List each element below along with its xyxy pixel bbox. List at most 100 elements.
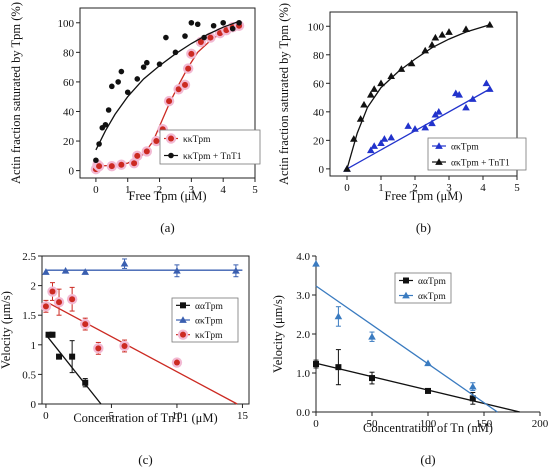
y-tick-label: 4.0 xyxy=(296,251,310,263)
series-0 xyxy=(313,349,520,413)
legend-item: κκTpm + TnT1 xyxy=(164,152,242,162)
chart-panel-b: 0 1 2 3 4 5 0 20 40 60 80 100 Free Tpm (μM) Actin fra… xyxy=(277,3,527,235)
data-point xyxy=(236,19,242,26)
x-axis-title: Free Tpm (μM) xyxy=(385,189,463,203)
data-point xyxy=(435,142,443,149)
data-point xyxy=(56,353,63,360)
y-tick-label: 0 xyxy=(69,166,75,178)
plot-frame xyxy=(41,255,250,405)
data-point xyxy=(445,28,453,35)
data-point xyxy=(140,64,147,70)
y-tick-label: 2.0 xyxy=(296,329,310,341)
panel-label: (a) xyxy=(160,220,174,235)
y-tick-label: 1 xyxy=(31,340,37,352)
data-point xyxy=(368,332,376,340)
x-tick-label: 1 xyxy=(378,182,384,194)
data-point xyxy=(486,21,494,28)
data-point xyxy=(96,141,102,147)
series-1 xyxy=(42,258,243,278)
legend-item: ααTpm xyxy=(399,277,447,287)
data-point xyxy=(313,361,319,368)
legend: ααTpm ακTpm κκTpm xyxy=(171,297,239,343)
data-point xyxy=(108,163,115,170)
fit-line xyxy=(45,334,102,405)
y-axis-title: Actin fraction saturated by Tpm (%) xyxy=(9,2,23,184)
y-tick-label: 0.5 xyxy=(22,369,36,381)
data-point xyxy=(229,25,236,32)
data-point xyxy=(185,65,192,72)
data-point xyxy=(49,331,56,338)
data-point xyxy=(69,353,76,360)
plot-frame xyxy=(329,11,518,177)
data-point xyxy=(425,387,431,394)
data-point xyxy=(194,21,201,28)
x-axis-title: Concentration of TnT1 (μM) xyxy=(73,411,217,425)
data-point xyxy=(370,85,378,92)
chart-panel-d: 0 50 100 150 200 0.0 1.0 2.0 3.0 4.0 Concentration… xyxy=(271,251,549,467)
data-point xyxy=(179,316,187,323)
data-point xyxy=(369,375,375,382)
legend-item: ακTpm xyxy=(176,316,223,327)
series-2 xyxy=(40,282,238,405)
data-point xyxy=(134,76,141,82)
data-point xyxy=(335,364,342,371)
data-point xyxy=(134,152,141,159)
data-point xyxy=(367,146,375,154)
legend-label: ακTpm + TnT1 xyxy=(451,159,510,169)
data-point xyxy=(404,122,412,129)
y-tick-label: 1.5 xyxy=(22,310,36,322)
legend-item: ακTpm xyxy=(432,142,479,153)
data-point xyxy=(188,19,195,26)
x-tick-label: 0 xyxy=(344,182,350,194)
data-point xyxy=(350,135,358,142)
data-point xyxy=(102,121,109,128)
data-point xyxy=(387,133,395,141)
x-tick-label: 50 xyxy=(367,418,379,430)
data-point xyxy=(428,41,436,48)
y-tick-label: 2.5 xyxy=(22,251,36,263)
data-point xyxy=(486,85,494,92)
chart-panel-a: 0 1 2 3 4 5 0 20 40 60 80 100 Free Tpm (μM) Actin fra… xyxy=(9,2,261,235)
legend-box xyxy=(427,137,527,171)
data-point xyxy=(424,359,432,367)
data-point xyxy=(180,331,186,338)
data-point xyxy=(421,46,429,54)
data-point xyxy=(121,342,128,349)
data-point xyxy=(118,161,125,168)
y-axis-title: Velocity (μm/s) xyxy=(0,291,13,369)
data-point xyxy=(45,331,52,338)
data-point xyxy=(143,148,150,155)
fit-line xyxy=(346,88,491,170)
data-point xyxy=(82,379,89,386)
data-point xyxy=(411,125,419,132)
legend: ααTpm ακTpm xyxy=(394,272,452,304)
data-point xyxy=(428,119,436,127)
data-point xyxy=(180,302,186,309)
fit-line xyxy=(315,362,520,413)
data-point xyxy=(197,39,204,45)
y-tick-label: 20 xyxy=(63,136,75,148)
data-point xyxy=(131,160,138,167)
series-1 xyxy=(93,19,242,164)
legend-label: ααTpm xyxy=(195,302,224,312)
x-tick-label: 5 xyxy=(252,184,258,196)
data-point xyxy=(387,72,395,80)
data-point xyxy=(124,89,131,96)
x-tick-label: 3 xyxy=(446,182,452,194)
data-point xyxy=(82,321,89,328)
x-tick-label: 5 xyxy=(109,410,115,422)
data-point xyxy=(367,90,375,98)
y-tick-label: 60 xyxy=(313,78,325,90)
x-tick-label: 0 xyxy=(313,418,319,430)
data-point xyxy=(95,345,102,352)
legend-item: κκTpm xyxy=(176,329,223,341)
data-point xyxy=(81,268,90,275)
data-point xyxy=(96,163,103,170)
x-tick-label: 5 xyxy=(514,182,520,194)
y-tick-label: 1.0 xyxy=(296,368,310,380)
data-point xyxy=(172,49,179,56)
legend-box xyxy=(159,129,261,165)
data-point xyxy=(56,299,63,306)
data-point xyxy=(232,267,240,274)
